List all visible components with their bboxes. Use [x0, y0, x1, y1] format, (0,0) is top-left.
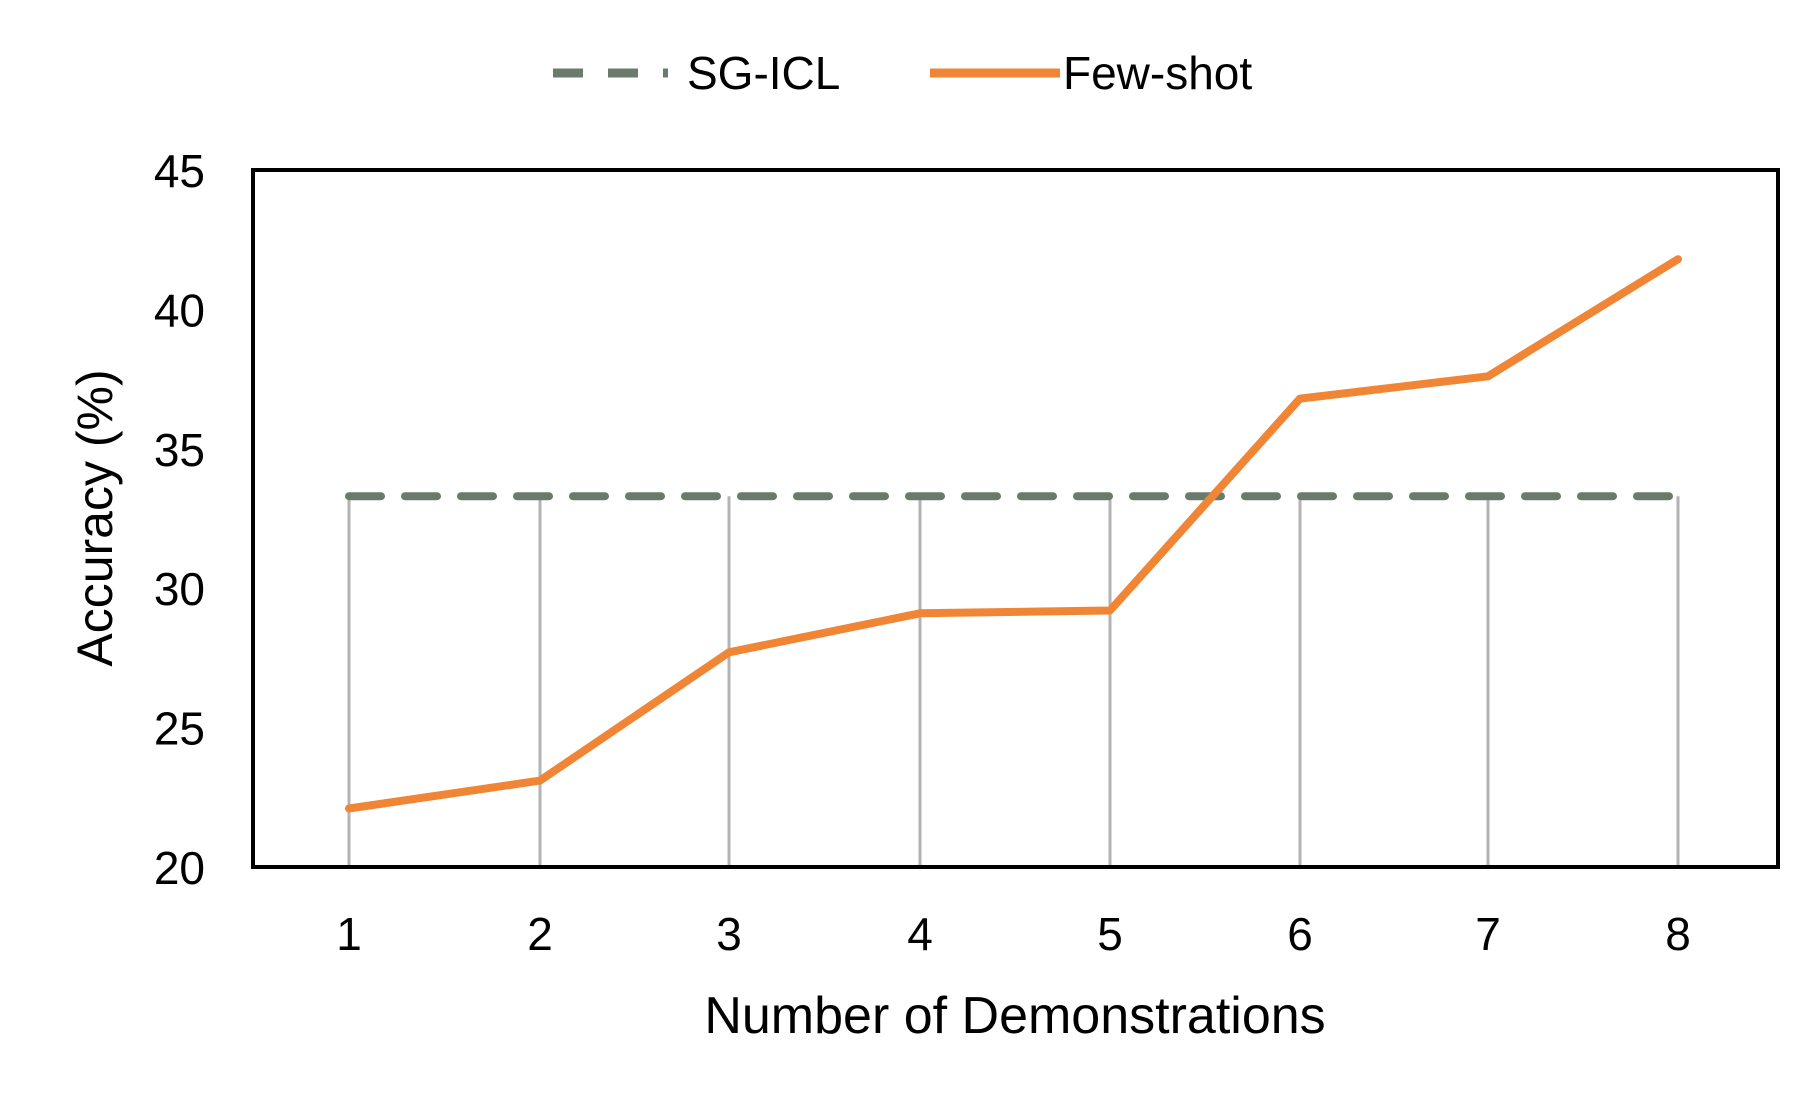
- legend: SG-ICL Few-shot: [553, 47, 1252, 99]
- legend-sgicl-label: SG-ICL: [687, 47, 840, 99]
- plot-area-frame: [253, 170, 1778, 867]
- x-tick-label-1: 1: [336, 908, 362, 960]
- y-tick-label-35: 35: [154, 424, 205, 476]
- x-tick-label-7: 7: [1475, 908, 1501, 960]
- y-axis-title: Accuracy (%): [67, 369, 123, 666]
- few-shot-series-line: [349, 259, 1678, 808]
- x-axis-title: Number of Demonstrations: [704, 987, 1325, 1045]
- y-tick-label-45: 45: [154, 145, 205, 197]
- x-tick-label-5: 5: [1097, 908, 1123, 960]
- gridlines: [349, 496, 1678, 867]
- x-tick-label-6: 6: [1287, 908, 1313, 960]
- legend-fewshot-label: Few-shot: [1063, 47, 1252, 99]
- y-tick-label-20: 20: [154, 842, 205, 894]
- x-tick-labels: 1 2 3 4 5 6 7 8: [336, 908, 1691, 960]
- x-tick-label-4: 4: [907, 908, 933, 960]
- x-tick-label-8: 8: [1665, 908, 1691, 960]
- x-tick-label-2: 2: [527, 908, 553, 960]
- series-lines: [349, 259, 1678, 808]
- y-tick-label-30: 30: [154, 563, 205, 615]
- y-tick-labels: 20 25 30 35 40 45: [154, 145, 205, 894]
- y-tick-label-40: 40: [154, 284, 205, 336]
- x-tick-label-3: 3: [716, 908, 742, 960]
- y-tick-label-25: 25: [154, 703, 205, 755]
